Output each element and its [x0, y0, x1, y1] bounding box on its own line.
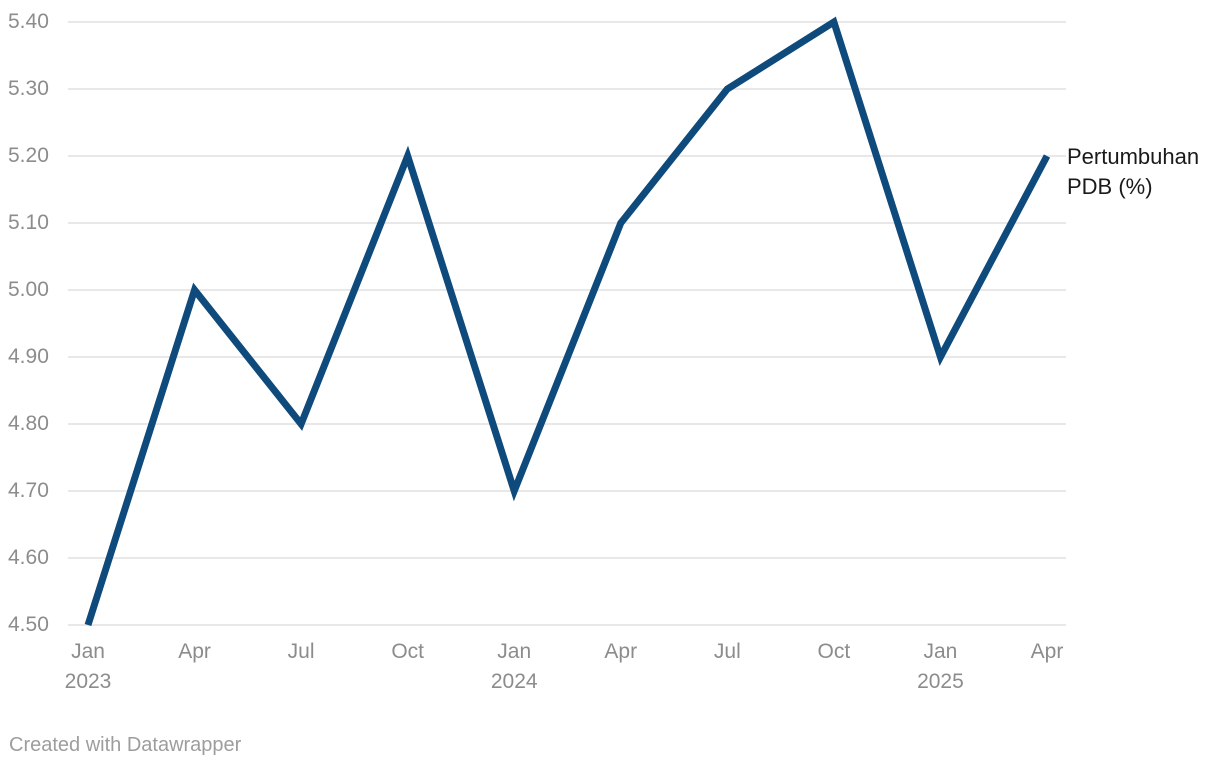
series-label: Pertumbuhan PDB (%)	[1067, 144, 1200, 199]
x-tick-label: Jul	[713, 640, 741, 663]
y-tick-label: 4.60	[8, 546, 49, 569]
y-tick-label: 5.30	[8, 77, 49, 100]
datawrapper-attribution: Created with Datawrapper	[9, 734, 242, 756]
x-tick-label: Oct	[391, 640, 424, 663]
y-tick-label: 4.70	[8, 479, 49, 502]
y-tick-label: 5.20	[8, 144, 49, 167]
chart-canvas	[68, 16, 1066, 627]
x-tick-label: Jan	[497, 640, 532, 663]
x-tick-label: Jan	[71, 640, 105, 663]
x-tick-year-label: 2025	[917, 670, 964, 693]
x-tick-label: Apr	[1030, 640, 1064, 663]
y-tick-label: 4.90	[8, 345, 49, 368]
y-tick-label: 4.50	[8, 613, 49, 636]
x-tick-label: Apr	[604, 640, 638, 663]
x-tick-label: Jan	[923, 640, 958, 663]
x-tick-year-label: 2024	[490, 670, 538, 693]
line-chart: 5.40 5.30 5.20 5.10 5.00 4.90 4.80 4.70 4.60 4.50…	[8, 10, 1200, 693]
y-tick-label: 5.00	[8, 278, 49, 301]
y-tick-label: 4.80	[8, 412, 49, 435]
x-tick-label: Oct	[817, 640, 851, 663]
y-tick-label: 5.40	[8, 10, 49, 33]
data-line-pertumbuhan-pdb	[84, 16, 1051, 627]
x-tick-label: Apr	[178, 640, 211, 663]
y-tick-label: 5.10	[8, 211, 49, 234]
x-tick-label: Jul	[287, 640, 315, 663]
x-tick-year-label: 2023	[64, 670, 112, 693]
